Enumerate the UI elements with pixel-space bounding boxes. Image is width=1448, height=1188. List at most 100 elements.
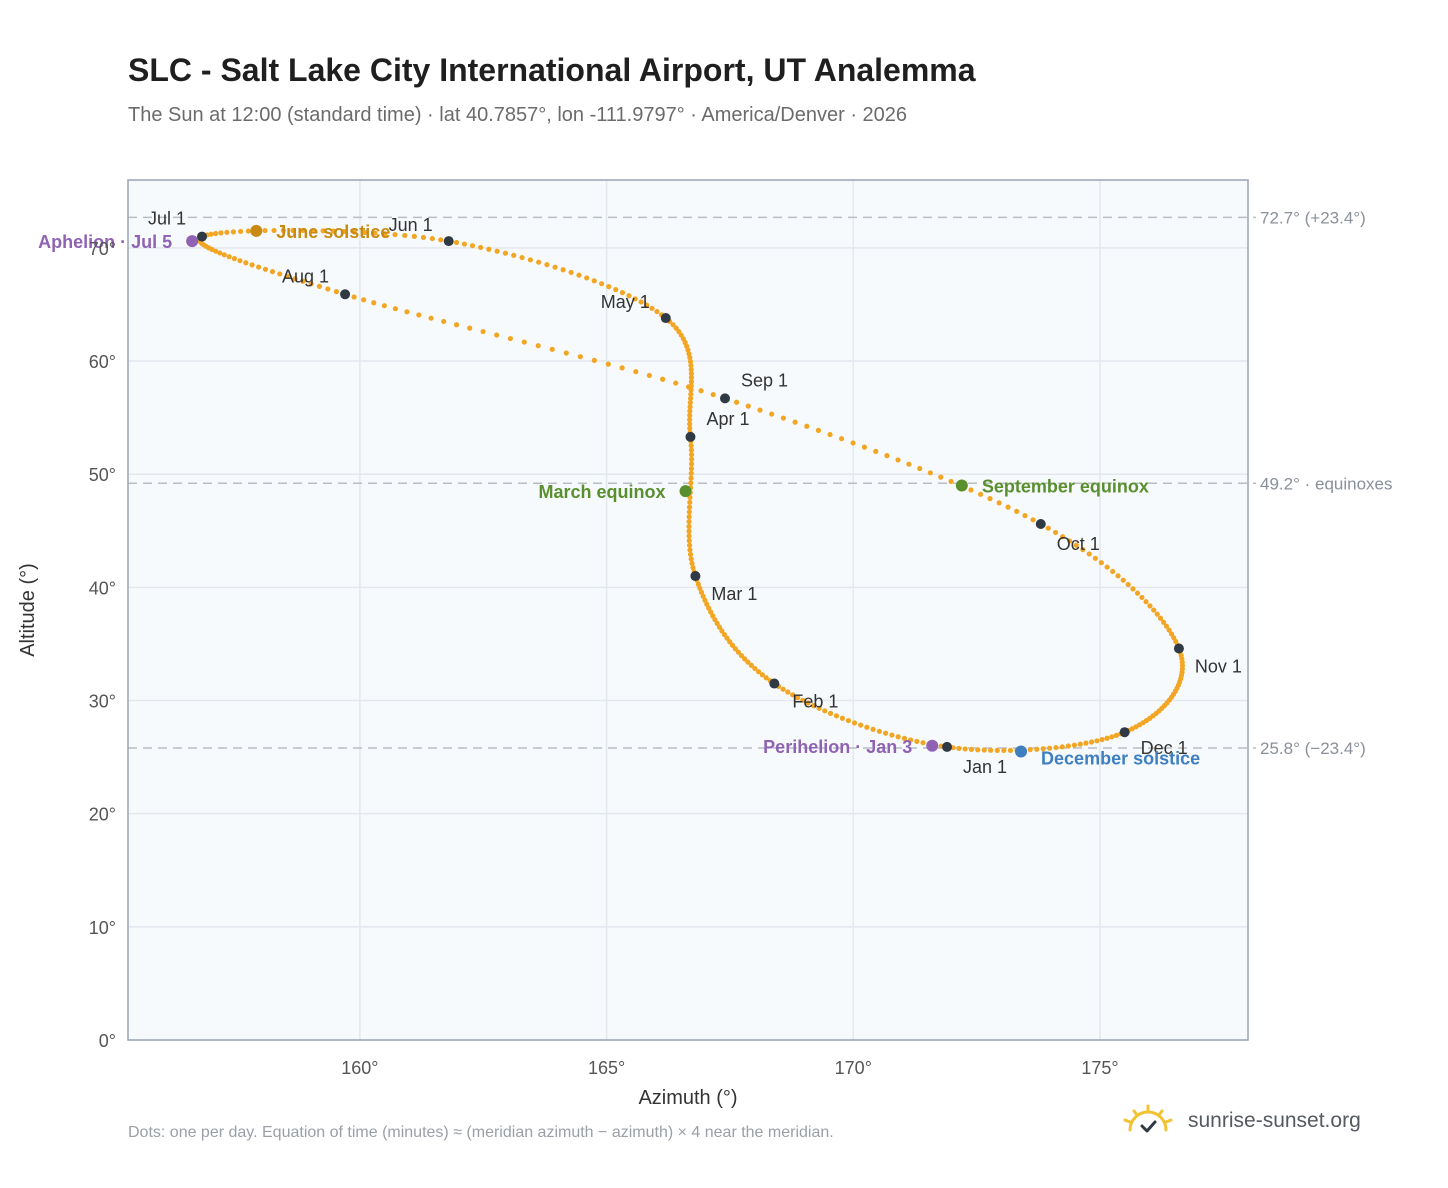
daily-dot: [1098, 560, 1104, 566]
daily-dot: [453, 239, 460, 246]
daily-dot: [511, 252, 517, 258]
daily-dot: [568, 269, 574, 276]
daily-dot: [467, 325, 473, 331]
daily-dot: [884, 453, 890, 459]
daily-dot: [646, 372, 652, 379]
daily-dot: [714, 620, 720, 627]
daily-dot: [310, 227, 316, 234]
event-marker: [679, 485, 692, 498]
daily-dot: [686, 504, 693, 510]
daily-dot: [721, 631, 727, 638]
daily-dot: [1139, 594, 1145, 601]
daily-dot: [224, 229, 230, 235]
footer-note: Dots: one per day. Equation of time (min…: [128, 1124, 834, 1141]
month-marker: [1035, 519, 1046, 529]
daily-dot: [576, 272, 582, 278]
daily-dot: [269, 269, 276, 275]
daily-dot: [704, 601, 710, 607]
daily-dot: [687, 404, 693, 410]
daily-dot: [381, 303, 387, 309]
daily-dot: [790, 692, 796, 698]
daily-dot: [757, 407, 763, 413]
daily-dot: [1125, 581, 1131, 588]
daily-dot: [316, 283, 323, 289]
daily-dot: [687, 408, 693, 414]
daily-dot: [238, 228, 244, 235]
daily-dot: [438, 237, 444, 243]
daily-dot: [687, 417, 693, 423]
event-marker: [186, 235, 199, 248]
daily-dot: [1022, 513, 1028, 519]
daily-dot: [599, 281, 605, 287]
daily-dot: [687, 421, 693, 427]
daily-dot: [308, 281, 314, 287]
daily-dot: [752, 665, 758, 672]
y-tick-label: 60°: [89, 352, 116, 372]
daily-dot: [217, 250, 223, 256]
event-markers: March equinox June solstice September equi…: [38, 222, 1200, 769]
daily-dot: [256, 264, 262, 270]
daily-dot: [688, 452, 695, 458]
x-tick-label: 160°: [341, 1058, 378, 1078]
daily-dot: [351, 294, 357, 300]
daily-dot: [1034, 746, 1040, 752]
daily-dot: [839, 715, 845, 721]
daily-dot: [392, 306, 399, 312]
daily-dot: [688, 379, 694, 385]
daily-dot: [519, 254, 525, 261]
daily-dot: [780, 686, 786, 692]
daily-dot: [710, 391, 716, 398]
daily-dot: [870, 726, 876, 732]
daily-dot: [1088, 739, 1095, 745]
y-tick-label: 0°: [99, 1031, 116, 1051]
reference-line-label: 25.8° (−23.4°): [1260, 739, 1366, 758]
daily-dot: [948, 478, 954, 485]
y-tick-label: 50°: [89, 465, 116, 485]
daily-dot: [690, 565, 696, 571]
daily-dot: [277, 271, 283, 277]
daily-dot: [1134, 590, 1141, 596]
daily-dot: [688, 475, 694, 481]
daily-dot: [1168, 631, 1175, 637]
month-label: Jan 1: [963, 757, 1007, 777]
daily-dot: [697, 585, 703, 591]
daily-dot: [284, 273, 290, 279]
plot-frame: [127, 179, 1249, 1041]
daily-dot: [706, 605, 712, 611]
daily-dot: [226, 254, 232, 260]
daily-dot: [833, 713, 840, 719]
daily-dot: [688, 466, 695, 472]
daily-dot: [361, 297, 367, 303]
daily-dot: [591, 278, 597, 284]
daily-dot: [876, 728, 882, 734]
brand[interactable]: sunrise-sunset.org: [1120, 1104, 1361, 1138]
daily-dot: [563, 350, 569, 356]
month-label: Jun 1: [389, 215, 433, 235]
daily-dot: [626, 293, 632, 299]
daily-dot: [687, 551, 694, 558]
daily-dot: [507, 335, 513, 342]
reference-lines: 72.7° (+23.4°) 49.2° · equinoxes 25.8° (−2…: [128, 208, 1393, 758]
daily-dot: [686, 538, 692, 544]
daily-dot: [763, 675, 769, 681]
daily-dot: [351, 229, 357, 235]
daily-dot: [392, 231, 398, 238]
daily-dot: [1147, 603, 1153, 609]
daily-dot: [1077, 741, 1083, 747]
daily-dot: [792, 419, 798, 425]
daily-dot: [688, 366, 694, 373]
daily-dot: [670, 322, 676, 328]
y-tick-label: 20°: [89, 805, 116, 825]
event-label: March equinox: [539, 482, 666, 502]
daily-dot: [745, 403, 751, 409]
daily-dot: [1099, 736, 1105, 743]
daily-dot: [1094, 738, 1100, 744]
month-label: Aug 1: [282, 266, 329, 286]
event-label: June solstice: [276, 222, 390, 242]
daily-dot: [1151, 607, 1157, 613]
daily-dot: [780, 415, 787, 421]
daily-dot: [822, 708, 828, 714]
daily-dot: [320, 228, 326, 234]
daily-dot: [271, 227, 277, 234]
daily-dot: [469, 243, 476, 249]
